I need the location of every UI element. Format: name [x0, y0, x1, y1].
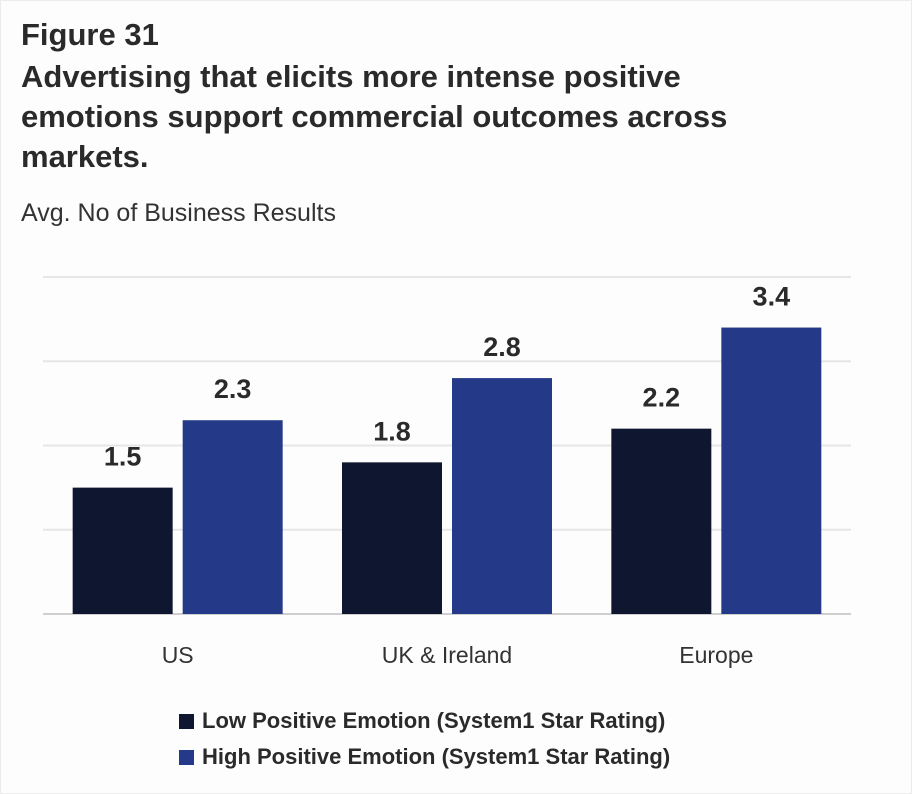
y-axis-title: Avg. No of Business Results	[21, 199, 336, 227]
legend-swatch-high	[179, 749, 194, 765]
bar-low-1	[342, 462, 442, 614]
bar-high-1	[452, 378, 552, 614]
bar-chart: 1.5 2.3 1.8 2.8 2.2 3.4 US UK & Ireland Europe	[43, 276, 851, 668]
legend-swatch-low	[179, 713, 194, 729]
x-tick-label-1: UK & Ireland	[382, 642, 512, 668]
x-tick-label-0: US	[162, 642, 194, 668]
bar-high-0	[182, 420, 283, 614]
legend-label-low: Low Positive Emotion (System1 Star Ratin…	[202, 708, 666, 733]
data-label-low-2: 2.2	[643, 383, 681, 413]
data-label-high-2: 3.4	[753, 282, 791, 312]
bars	[72, 327, 822, 614]
legend-item-low: Low Positive Emotion (System1 Star Ratin…	[179, 703, 670, 739]
bar-high-2	[721, 327, 822, 614]
chart-title: Advertising that elicits more intense po…	[21, 59, 728, 174]
x-tick-labels: US UK & Ireland Europe	[162, 642, 754, 668]
x-tick-label-2: Europe	[679, 642, 753, 668]
data-label-high-1: 2.8	[483, 332, 521, 362]
data-label-high-0: 2.3	[214, 374, 252, 404]
data-labels: 1.5 2.3 1.8 2.8 2.2 3.4	[104, 282, 790, 472]
legend-item-high: High Positive Emotion (System1 Star Rati…	[179, 739, 670, 775]
legend-label-high: High Positive Emotion (System1 Star Rati…	[202, 744, 671, 769]
data-label-low-1: 1.8	[373, 416, 411, 446]
legend: Low Positive Emotion (System1 Star Ratin…	[179, 703, 670, 775]
gridlines	[43, 276, 851, 615]
data-label-low-0: 1.5	[104, 442, 142, 472]
figure-number: Figure 31	[21, 17, 159, 52]
bar-low-2	[611, 428, 712, 614]
bar-low-0	[72, 487, 173, 614]
